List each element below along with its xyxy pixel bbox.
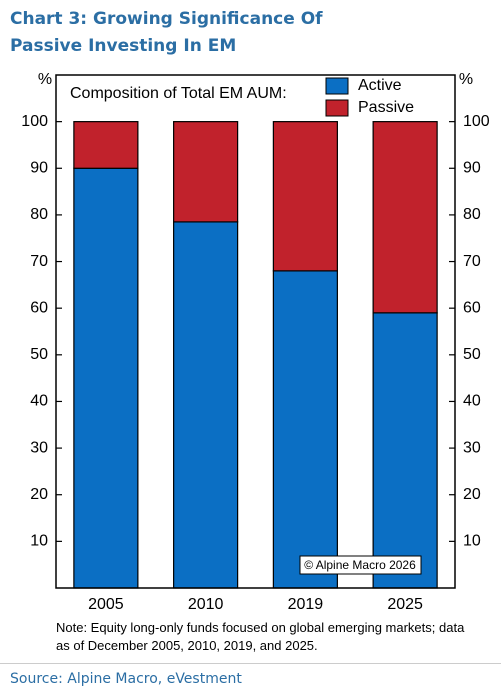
bar-segment [173,221,239,589]
bar-segment [73,167,139,589]
y-tick-label-right: 80 [463,206,481,223]
y-tick-label-left: 90 [30,159,48,176]
y-tick-label-right: 60 [463,299,481,316]
y-tick-label-left: 70 [30,253,48,270]
y-tick-label-left: 100 [21,113,48,130]
chart-title: Chart 3: Growing Significance Of Passive… [10,9,323,56]
note: Note: Equity long-only funds focused on … [56,620,465,653]
bar-segment [372,121,438,314]
y-tick-label-right: 20 [463,486,481,503]
y-tick-label-right: 40 [463,393,481,410]
legend-label: Active [358,77,402,94]
watermark-box [299,555,422,575]
y-tick-label-right: 100 [463,113,490,130]
y-tick-label-right: 10 [463,533,481,550]
y-tick-label-left: 50 [30,346,48,363]
divider [0,663,501,664]
bar-segment [272,270,338,589]
y-tick-label-left: 10 [30,533,48,550]
legend-swatch [325,99,349,117]
x-tick-label: 2010 [188,596,224,613]
x-tick-label: 2005 [88,596,124,613]
bar-segment [73,121,139,169]
y-tick-label-right: 90 [463,159,481,176]
y-tick-label-right: 50 [463,346,481,363]
y-tick-label-right: 30 [463,439,481,456]
plot-frame [55,74,456,589]
bar-segment [173,121,239,223]
source: Source: Alpine Macro, eVestment [10,671,242,687]
legend-label: Passive [358,99,414,116]
y-tick-label-right: 70 [463,253,481,270]
x-tick-label: 2019 [288,596,324,613]
y-tick-label-left: 60 [30,299,48,316]
y-tick-label-left: 30 [30,439,48,456]
y-tick-label-left: 20 [30,486,48,503]
bar-segment [372,312,438,589]
legend-swatch [325,77,349,95]
y-tick-label-left: 80 [30,206,48,223]
watermark: © Alpine Macro 2026 [304,558,416,572]
y-tick-label-left: 40 [30,393,48,410]
x-tick-label: 2025 [387,596,423,613]
y-unit-left: % [38,71,52,88]
legend-title: Composition of Total EM AUM: [70,85,287,102]
bar-segment [272,121,338,272]
y-unit-right: % [459,71,473,88]
